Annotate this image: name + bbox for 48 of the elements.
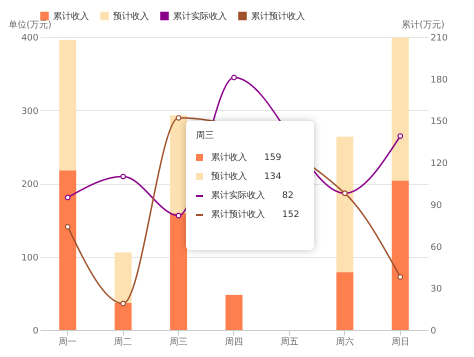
y-tick-label: 0 <box>32 326 39 336</box>
x-tick-label: 周四 <box>225 336 243 348</box>
y2-tick-label: 0 <box>430 326 436 336</box>
bar <box>392 180 409 330</box>
point <box>120 300 126 306</box>
point <box>231 74 237 80</box>
x-tick-label: 周三 <box>170 336 188 348</box>
bar <box>392 38 409 181</box>
bar <box>336 272 354 330</box>
y2-tick-label: 90 <box>430 200 442 211</box>
bar <box>170 115 188 214</box>
bar <box>226 294 242 330</box>
tooltip-card: 周三 累计收入 159 预计收入 134 累计实际收入 82 累计预计收入 152 <box>186 121 314 250</box>
y2-tick-label: 210 <box>430 34 448 44</box>
bar <box>59 170 76 330</box>
point <box>120 174 126 180</box>
point <box>397 274 404 280</box>
point <box>176 212 182 218</box>
point <box>64 224 71 230</box>
y2-tick-label: 120 <box>430 159 448 170</box>
y-tick-label: 200 <box>21 180 39 190</box>
bar <box>170 214 188 330</box>
bar <box>114 302 132 330</box>
legend-label: 累计收入 <box>53 10 89 22</box>
point <box>64 194 71 200</box>
point <box>397 133 404 139</box>
legend-label: 累计实际收入 <box>173 10 227 22</box>
point <box>176 115 182 121</box>
y2-tick-label: 150 <box>430 117 448 128</box>
y-axis-title: 单位(万元) <box>8 20 52 30</box>
x-tick-label: 周一 <box>58 336 77 348</box>
y2-tick-label: 180 <box>430 75 448 86</box>
bar <box>59 40 76 170</box>
bar <box>336 136 354 272</box>
x-tick-label: 周日 <box>391 336 410 348</box>
y-tick-label: 300 <box>21 106 39 117</box>
y2-tick-label: 30 <box>430 284 442 295</box>
y-tick-label: 100 <box>21 253 39 264</box>
x-tick-label: 周二 <box>114 336 132 348</box>
x-tick-label: 周五 <box>280 336 298 348</box>
legend-label: 累计预计收入 <box>251 10 305 22</box>
legend-label: 预计收入 <box>113 10 149 22</box>
x-tick-label: 周六 <box>336 336 354 348</box>
annotation: 周三 <box>196 130 215 142</box>
y2-axis-title: 累计(万元) <box>401 20 444 30</box>
bar <box>114 252 132 303</box>
y-tick-label: 400 <box>21 34 39 44</box>
y2-tick-label: 60 <box>430 242 442 253</box>
